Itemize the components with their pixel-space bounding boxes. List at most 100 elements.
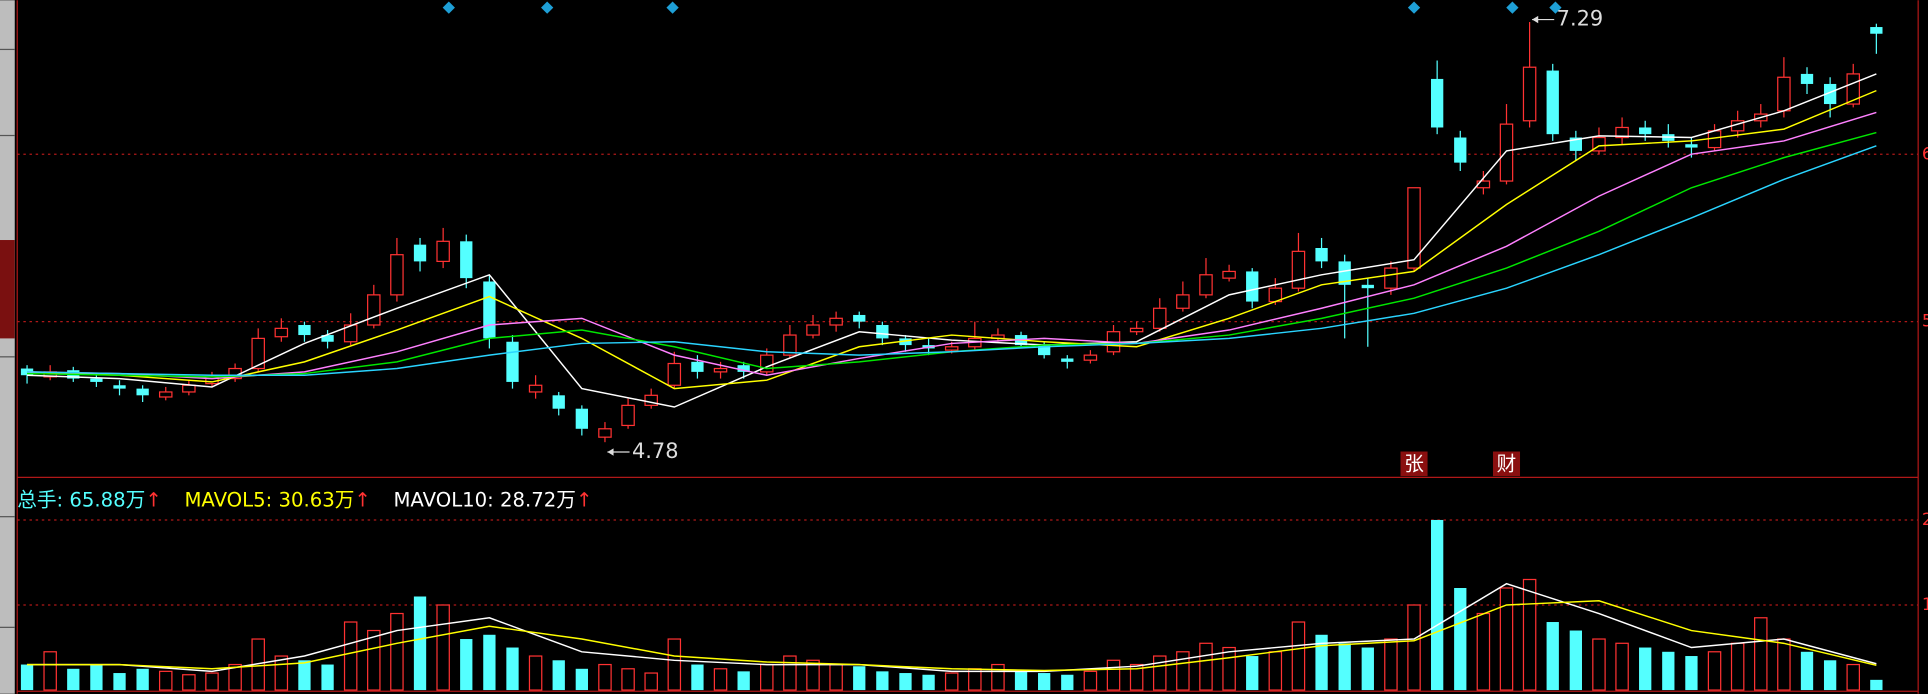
candle-body [1361,284,1374,289]
volume-bar [1662,651,1675,691]
volume-bar [460,639,473,691]
moving-average-line [27,89,1877,390]
candle-body [1800,73,1814,84]
volume-bar [621,668,635,691]
candle-body [1615,126,1629,139]
candle-body [136,388,149,396]
volume-bar [1615,642,1629,691]
volume-bar [1222,646,1236,691]
volume-bar [644,672,658,691]
candle-body [460,241,473,279]
volume-bar [737,671,750,691]
volume-bar [298,660,311,691]
volume-bar [1106,659,1121,691]
moving-average-line [27,73,1877,408]
volume-bar [528,655,543,691]
volume-bar [90,664,103,691]
volume-bar [1522,578,1537,691]
volume-bar [113,673,126,691]
candle-body [1384,267,1398,289]
y-tick-label: 5.50 [1922,312,1928,332]
candle-body [691,361,704,372]
event-label: 财 [1497,453,1517,476]
volume-bar [806,659,820,691]
annotation-arrowhead [1532,15,1539,24]
candle-body [575,408,588,429]
annotation-label: 4.78 [632,439,679,463]
candle-body [321,335,334,342]
candle-body [1176,294,1190,309]
candle-body [1454,137,1467,163]
volume-bar [1754,617,1768,691]
candle-body [1407,187,1421,269]
candle-body [552,395,565,409]
volume-bar [1592,638,1606,691]
volume-bar [829,663,843,691]
volume-bar [1454,588,1467,691]
volume-bar [1129,663,1144,691]
candle-body [1222,270,1236,279]
candle-body [1291,250,1306,289]
indicator-header: MAVOL10: 28.72万↑ [393,488,592,511]
candle-body [483,281,496,339]
volume-bar [783,655,797,691]
candle-body [644,394,658,406]
candle-body [113,385,126,389]
indicator-header: MAVOL5: 30.63万↑ [184,488,370,511]
volume-bar [1546,622,1559,691]
moving-average-line [27,582,1877,673]
volume-bar [1384,638,1398,691]
tab-active [0,240,15,339]
y-tick-label: 6.50 [1922,144,1928,164]
candle-body [413,244,427,262]
candle-body [528,384,543,393]
volume-bar [1038,673,1051,691]
candle-body [598,428,612,438]
candle-body [1061,358,1074,362]
diamond [1407,1,1421,14]
tab-strip [0,0,15,694]
volume-bar [158,670,173,691]
volume-bar [1777,638,1791,691]
candle-body [1870,27,1883,34]
candle-body [436,240,450,263]
candle-body [343,324,358,343]
volume-bar [205,672,219,691]
candle-body [1823,83,1837,105]
volume-bar [1430,519,1444,691]
volume-bar [1569,630,1582,691]
candle-body [158,391,173,398]
candle-body [667,362,682,386]
event-badge [1400,451,1428,477]
event-badge [1492,451,1521,477]
volume-bar [390,612,404,691]
volume-bar [1246,656,1259,691]
volume-bar [1639,647,1652,691]
candle-body [274,327,289,338]
volume-bar [575,668,588,691]
diamond [442,1,455,14]
volume-bar [667,638,682,691]
candle-body [713,367,728,373]
volume-bar [853,666,866,691]
volume-bar [1061,674,1074,691]
candle-body [506,341,519,382]
candle-body [1083,354,1098,361]
candle-body [1152,307,1167,329]
candle-body [737,365,750,372]
candle-body [182,384,196,393]
candle-body [1522,66,1537,122]
candle-body [1430,78,1444,128]
volume-bar [343,621,358,691]
candle-body [251,337,265,370]
candle-body [899,338,912,346]
candle-body [621,404,635,427]
volume-bar [552,660,565,691]
volume-bar [43,651,57,691]
volume-bar [483,634,496,691]
volume-bar [506,647,519,691]
volume-bar [182,674,196,691]
volume-bar [1407,604,1421,691]
candle-body [1546,70,1559,135]
moving-average-line [27,111,1877,380]
